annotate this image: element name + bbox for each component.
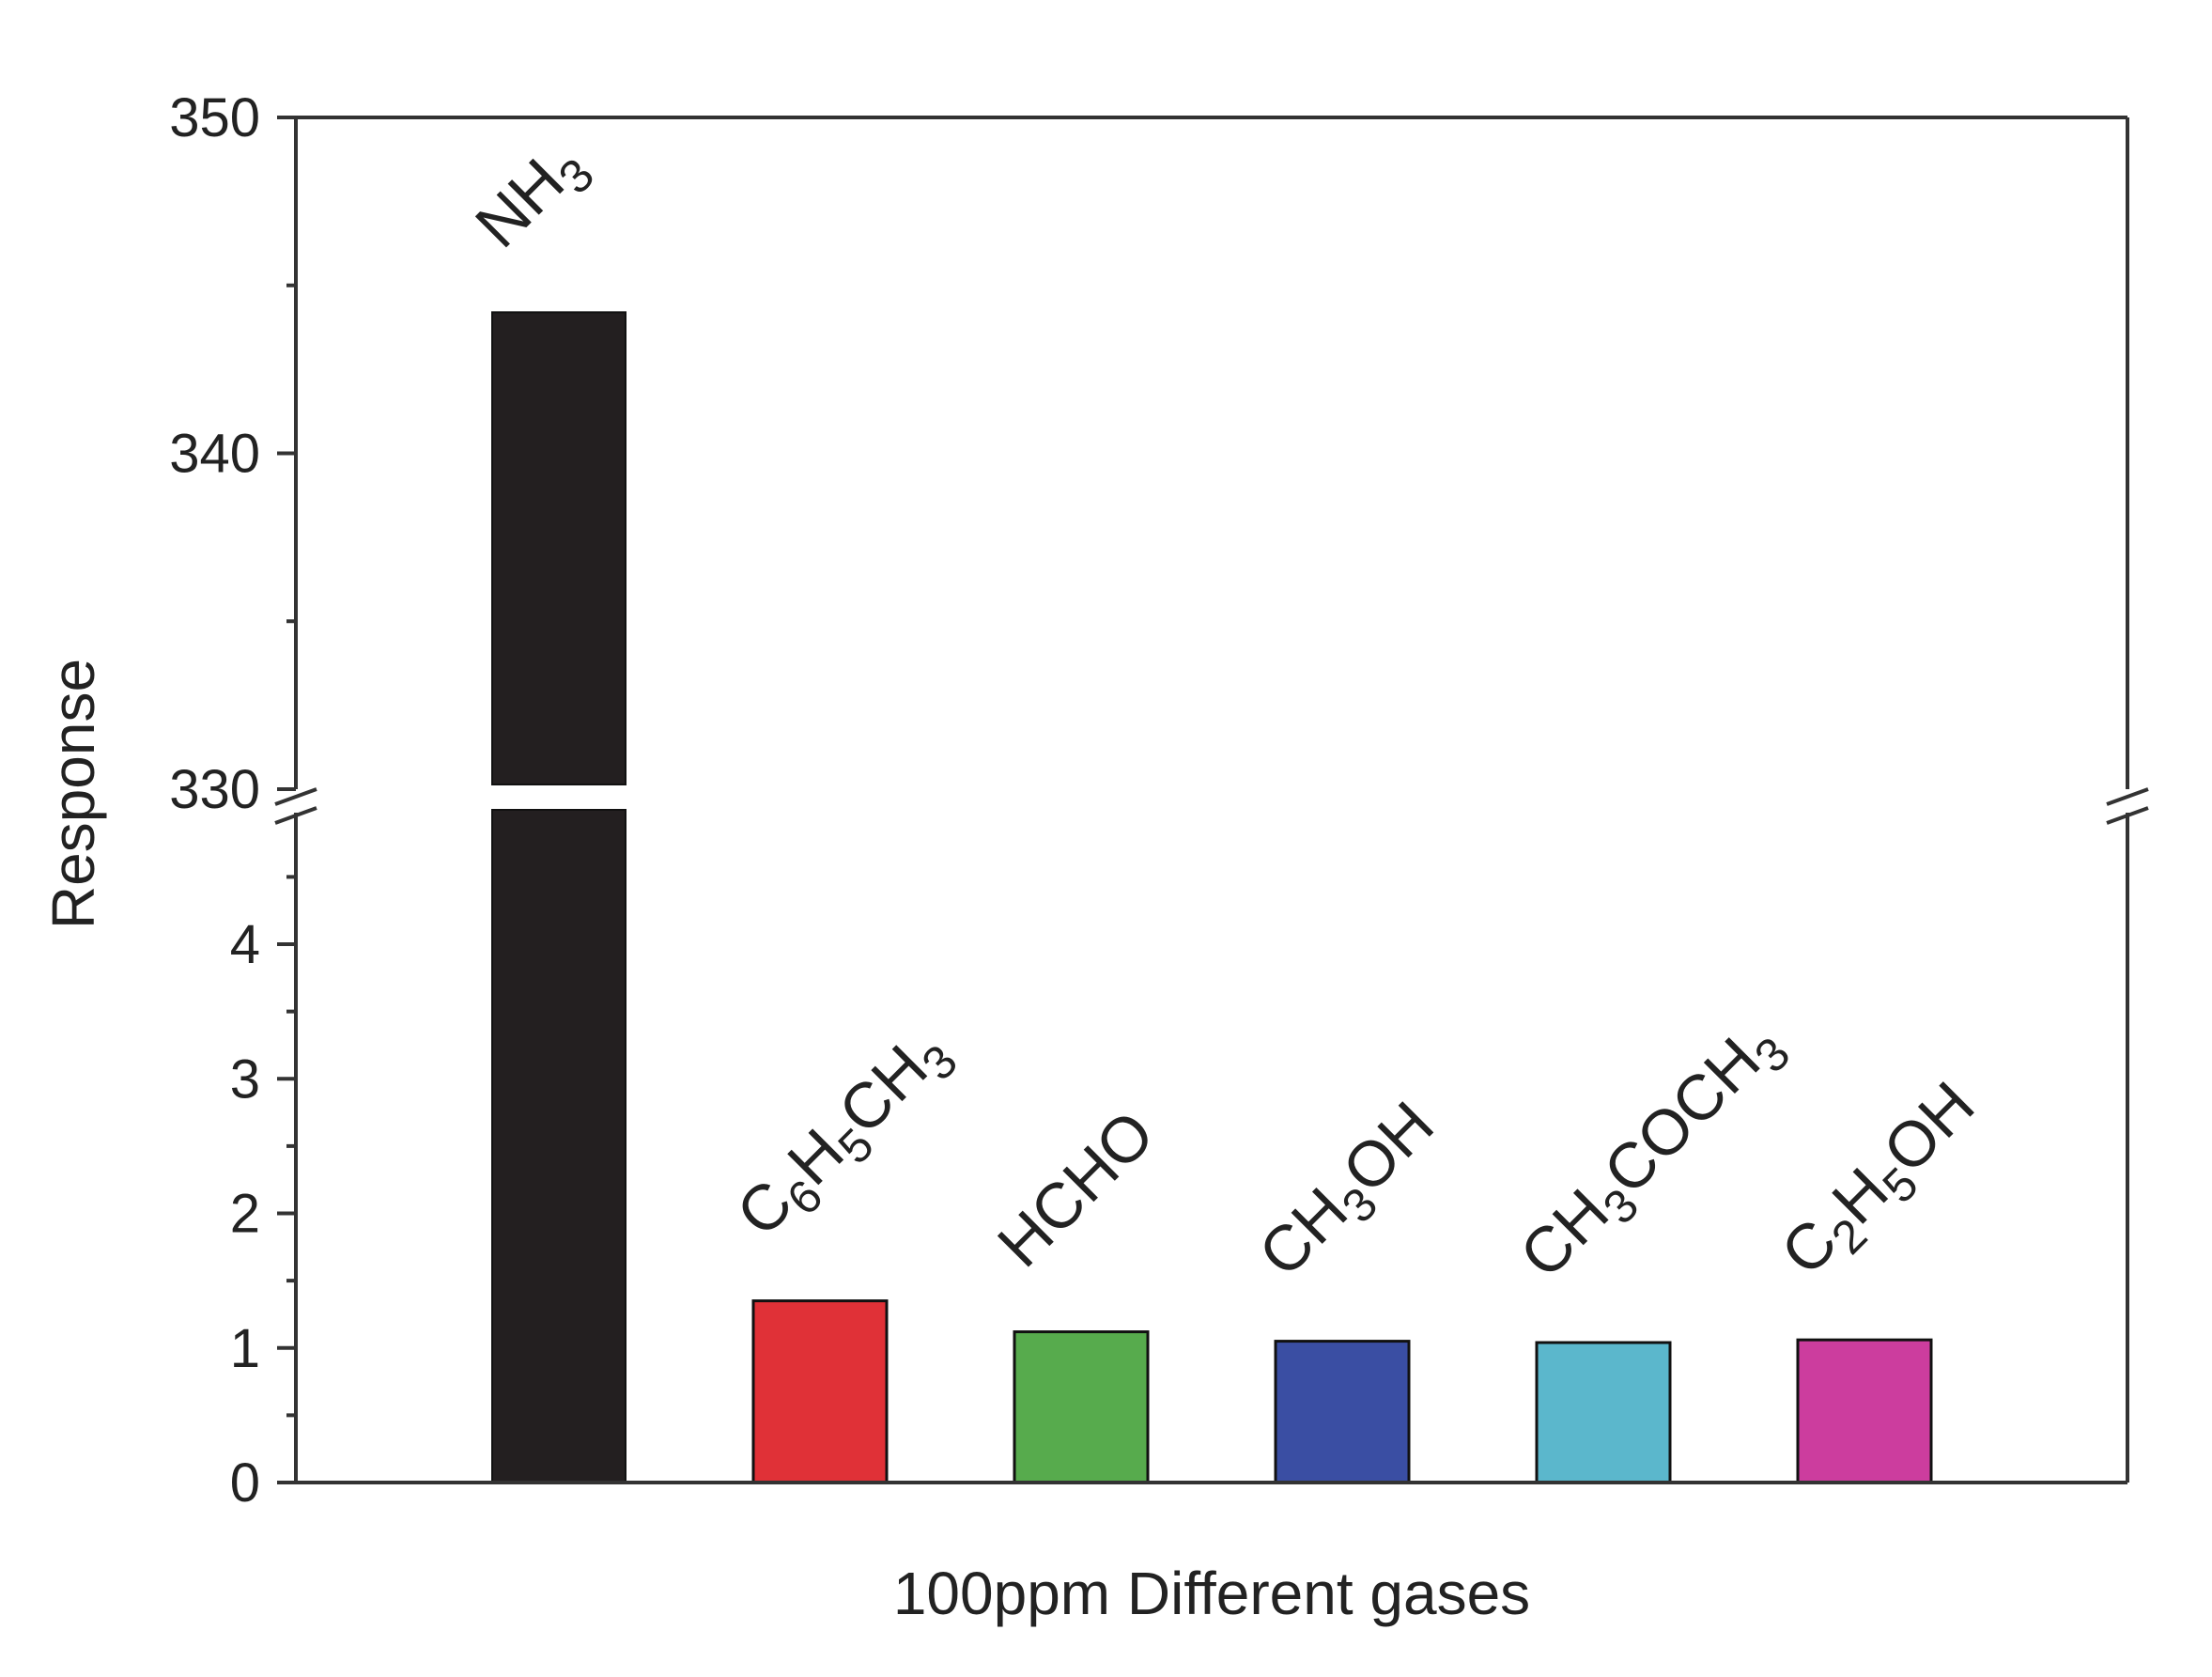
axis-break-mark (274, 787, 317, 806)
bar-CH3COCH3 (1535, 1341, 1672, 1484)
bar-NH3-lower (491, 809, 626, 1483)
y-tick-label: 3 (230, 1048, 260, 1110)
bar-label: CH3COCH3 (1507, 1006, 1801, 1300)
bar-label: NH3 (462, 127, 604, 269)
bar-CH3OH (1274, 1340, 1411, 1484)
bar-NH3-upper (491, 311, 626, 785)
bars-layer (491, 311, 1933, 1484)
y-tick-label: 330 (169, 759, 260, 820)
y-tick-label: 1 (230, 1318, 260, 1379)
y-tick-label: 2 (230, 1184, 260, 1245)
y-tick-label: 4 (230, 914, 260, 975)
bar-label: C2H5OH (1768, 1068, 1996, 1297)
y-axis-title: Response (39, 659, 107, 929)
bar-C2H5OH (1796, 1338, 1933, 1484)
bar-label: HCHO (984, 1097, 1168, 1281)
y-tick-label: 350 (169, 87, 260, 148)
bar-C6H5CH3 (751, 1299, 889, 1484)
bar-label: CH3OH (1245, 1088, 1455, 1297)
bar-label: C6H5CH3 (723, 1014, 967, 1258)
axis-break-mark (2106, 787, 2149, 806)
axes-layer (274, 116, 2149, 1484)
bar-HCHO (1013, 1330, 1150, 1484)
ticks-layer: 0 1 2 3 4 330 340 350 (169, 87, 296, 1514)
axis-break-mark (2106, 806, 2149, 825)
x-axis-title: 100ppm Different gases (893, 1560, 1530, 1627)
axis-break-mark (274, 806, 317, 825)
y-tick-label: 0 (230, 1452, 260, 1514)
y-tick-label: 340 (169, 424, 260, 485)
